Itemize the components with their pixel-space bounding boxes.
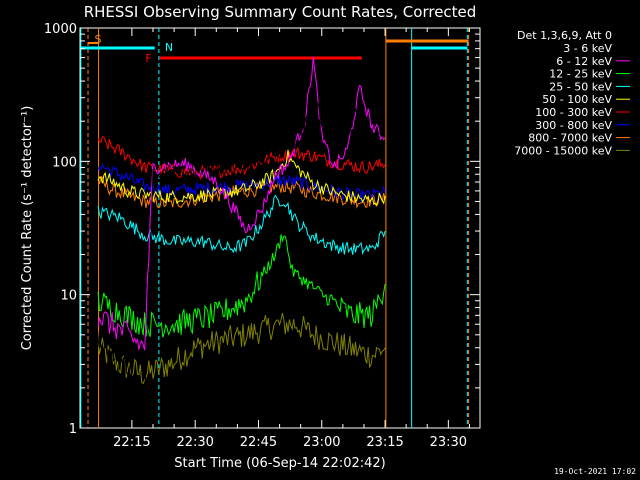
legend-label: 3 - 6 keV (563, 42, 612, 55)
series-layer (97, 56, 386, 413)
chart-title: RHESSI Observing Summary Count Rates, Co… (84, 3, 477, 21)
y-axis-label: Corrected Count Rate (s⁻¹ detector⁻¹) (20, 106, 35, 351)
x-tick-label: 23:30 (430, 435, 467, 450)
annotation-label-s: S (94, 33, 101, 46)
x-tick-label: 22:30 (176, 435, 213, 450)
series-line (97, 234, 386, 338)
plot-area: S N F 22:15 22:30 22:45 23:00 23:15 23:30 1 10 100… (44, 22, 481, 450)
y-tick-label: 100 (52, 155, 77, 170)
legend-label: 6 - 12 keV (556, 55, 612, 68)
legend-label: 25 - 50 keV (549, 80, 612, 93)
series-line (97, 312, 386, 385)
series-line (97, 95, 386, 413)
series-line (97, 56, 386, 351)
legend-label: 100 - 300 keV (535, 106, 612, 119)
legend-label: 800 - 7000 keV (528, 132, 612, 145)
legend-label: 12 - 25 keV (549, 68, 612, 81)
series-line (97, 175, 386, 209)
legend-header: Det 1,3,6,9, Att 0 (517, 29, 612, 42)
series-line (97, 136, 386, 181)
annotation-layer: S N F (80, 28, 470, 428)
y-tick-label: 1000 (44, 22, 77, 37)
x-tick-label: 23:15 (366, 435, 403, 450)
legend-label: 300 - 800 keV (535, 119, 612, 132)
x-axis-label: Start Time (06-Sep-14 22:02:42) (174, 456, 385, 471)
x-tick-label: 22:45 (240, 435, 277, 450)
legend-label: 7000 - 15000 keV (514, 144, 612, 157)
y-tick-label: 1 (69, 422, 77, 437)
annotation-label-f: F (145, 52, 151, 65)
series-line (97, 149, 386, 206)
series-line (97, 194, 386, 256)
x-tick-label: 23:00 (303, 435, 340, 450)
annotation-label-n: N (165, 41, 173, 54)
render-timestamp: 19-Oct-2021 17:02 (554, 467, 636, 476)
x-tick-label: 22:15 (113, 435, 150, 450)
axis-layer: 22:15 22:30 22:45 23:00 23:15 23:30 1 10 100 1000 (44, 22, 480, 450)
legend-label: 50 - 100 keV (542, 93, 612, 106)
y-tick-label: 10 (60, 289, 77, 304)
